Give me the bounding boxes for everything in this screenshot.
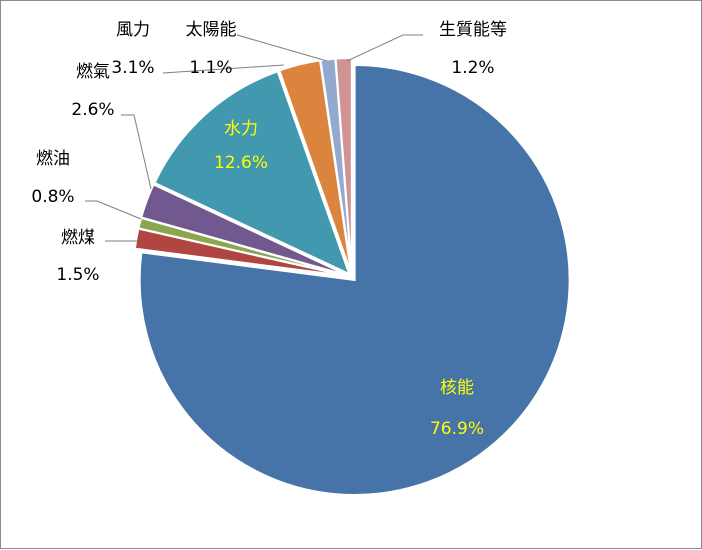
label-biomass-value: 1.2%	[451, 58, 494, 78]
label-gas-name: 燃氣	[76, 62, 110, 82]
label-coal-value: 1.5%	[56, 265, 99, 285]
label-wind-name: 風力	[116, 20, 150, 40]
label-biomass-name: 生質能等	[439, 20, 507, 40]
label-hydro-value: 12.6%	[214, 153, 268, 173]
leader-line-biomass	[346, 34, 423, 62]
leaders-layer	[85, 34, 423, 242]
label-solar-name: 太陽能	[186, 20, 237, 40]
label-oil-name: 燃油	[36, 149, 70, 169]
label-wind-value: 3.1%	[111, 58, 154, 78]
leader-line-solar	[236, 34, 328, 62]
pie-slice-gas	[140, 183, 349, 277]
leader-line-gas	[121, 114, 152, 190]
pie-slice-hydro	[153, 70, 352, 276]
slices-layer	[133, 57, 571, 496]
label-nuclear-value: 76.9%	[430, 419, 484, 439]
label-oil-value: 0.8%	[31, 187, 74, 207]
label-hydro-name: 水力	[224, 119, 258, 139]
label-gas-value: 2.6%	[71, 100, 114, 120]
pie-slice-biomass	[334, 57, 353, 274]
leader-line-oil	[85, 200, 142, 220]
labels-layer: 核能 76.9% 水力 12.6% 燃煤 1.5% 燃油 0.8% 燃氣 2.6…	[31, 20, 507, 439]
label-nuclear-name: 核能	[440, 378, 474, 398]
label-coal-name: 燃煤	[61, 228, 95, 248]
pie-slice-nuclear	[138, 64, 571, 496]
leader-line-wind	[162, 64, 285, 74]
label-solar-value: 1.1%	[189, 58, 232, 78]
